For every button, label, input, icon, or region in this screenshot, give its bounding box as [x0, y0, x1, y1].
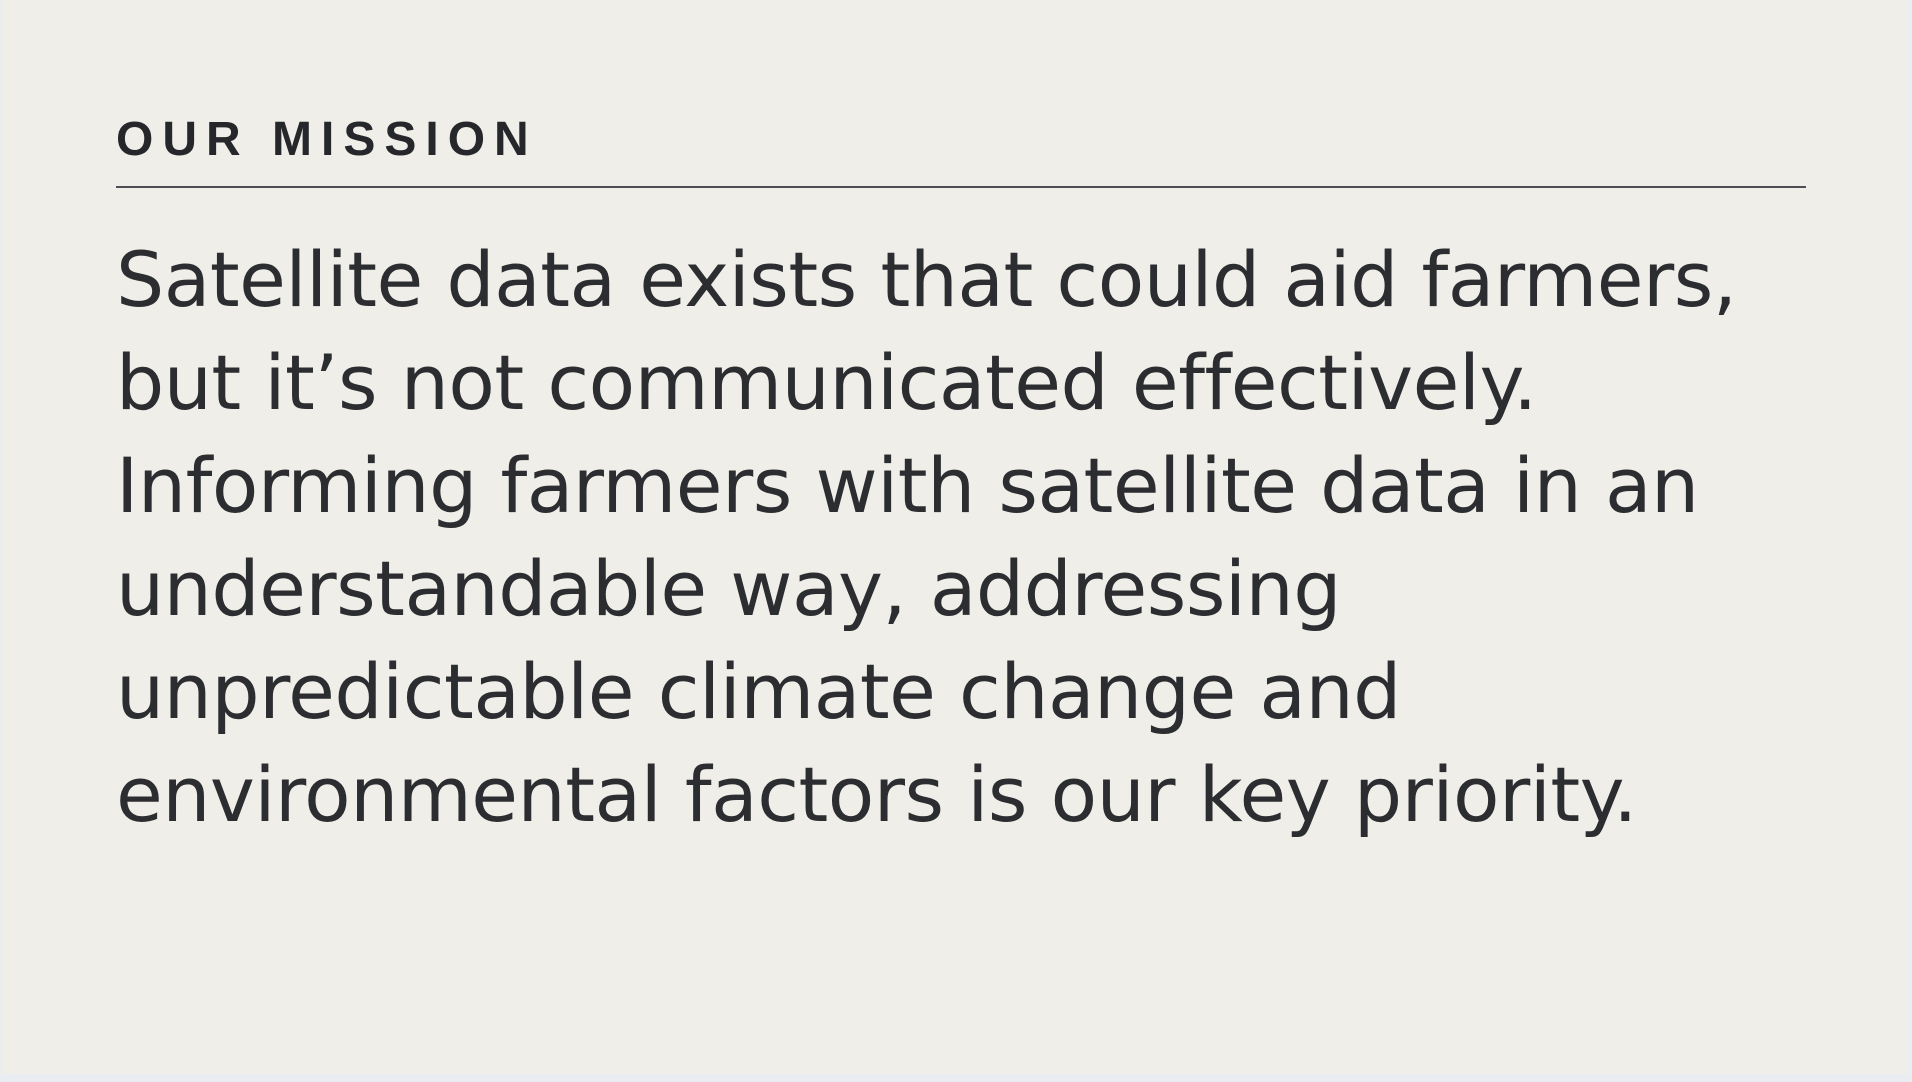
- mission-statement: Satellite data exists that could aid far…: [116, 228, 1796, 846]
- mission-statement-line-5: unpredictable climate change and: [116, 647, 1401, 736]
- mission-statement-line-1: Satellite data exists that could aid far…: [116, 235, 1737, 324]
- section-eyebrow-title: OUR MISSION: [116, 113, 538, 166]
- mission-statement-line-2: but it’s not communicated effectively.: [116, 338, 1537, 427]
- section-divider: [116, 186, 1806, 188]
- mission-statement-line-6: environmental factors is our key priorit…: [116, 750, 1637, 839]
- mission-statement-line-4: understandable way, addressing: [116, 544, 1341, 633]
- mission-statement-line-3: Informing farmers with satellite data in…: [116, 441, 1699, 530]
